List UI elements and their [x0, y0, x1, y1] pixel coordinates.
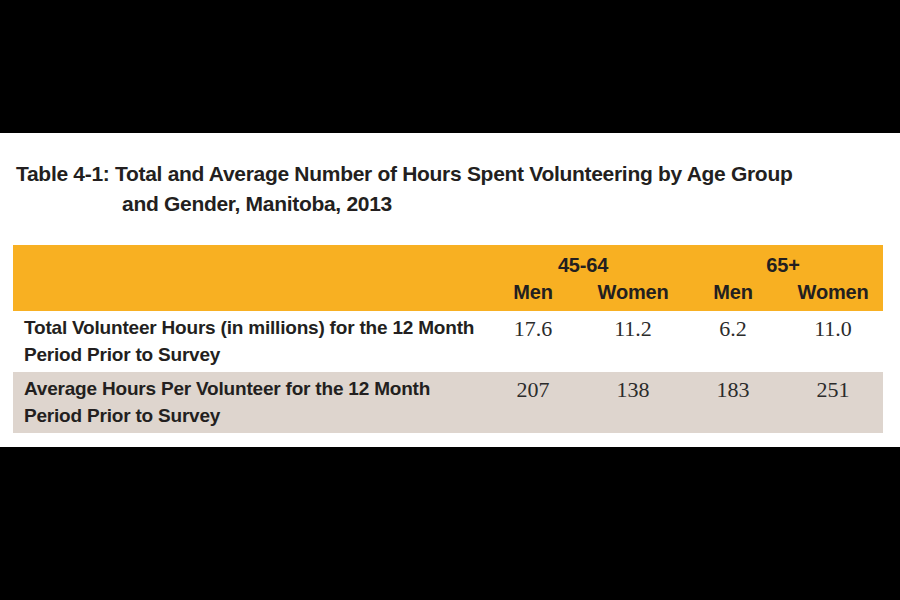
group-spacer: [13, 252, 483, 279]
cell-total-women-65plus: 11.0: [783, 314, 883, 368]
col-header-men-45-64: Men: [483, 279, 583, 305]
table-header: 45-64 65+ Men Women Men Women: [13, 245, 883, 311]
col-group-45-64: 45-64: [483, 252, 683, 279]
table-title-line2: and Gender, Manitoba, 2013: [122, 189, 792, 219]
cell-total-men-45-64: 17.6: [483, 314, 583, 368]
table-row-average-hours: Average Hours Per Volunteer for the 12 M…: [13, 372, 883, 433]
cell-average-men-65plus: 183: [683, 375, 783, 429]
col-group-65plus: 65+: [683, 252, 883, 279]
col-header-women-45-64: Women: [583, 279, 683, 305]
col-header-men-65plus: Men: [683, 279, 783, 305]
cell-total-men-65plus: 6.2: [683, 314, 783, 368]
header-spacer: [13, 279, 483, 305]
table-title: Table 4-1: Total and Average Number of H…: [16, 159, 792, 219]
data-table: 45-64 65+ Men Women Men Women Total Volu…: [13, 245, 883, 433]
row-label-average-hours: Average Hours Per Volunteer for the 12 M…: [13, 375, 483, 429]
table-title-line1: Table 4-1: Total and Average Number of H…: [16, 159, 792, 189]
cell-average-men-45-64: 207: [483, 375, 583, 429]
content-panel: Table 4-1: Total and Average Number of H…: [0, 133, 900, 447]
cell-average-women-45-64: 138: [583, 375, 683, 429]
cell-total-women-45-64: 11.2: [583, 314, 683, 368]
column-group-row: 45-64 65+: [13, 252, 883, 279]
col-header-women-65plus: Women: [783, 279, 883, 305]
row-label-total-hours: Total Volunteer Hours (in millions) for …: [13, 314, 483, 368]
table-row-total-hours: Total Volunteer Hours (in millions) for …: [13, 311, 883, 372]
column-header-row: Men Women Men Women: [13, 279, 883, 305]
page-background: { "title": { "line1": "Table 4-1: Total …: [0, 0, 900, 600]
cell-average-women-65plus: 251: [783, 375, 883, 429]
